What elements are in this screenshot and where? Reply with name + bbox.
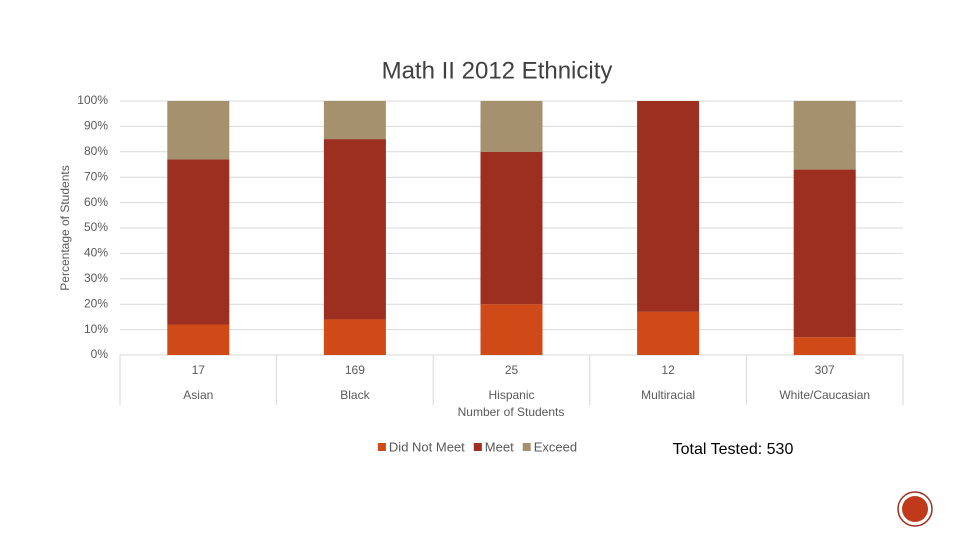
y-tick-label: 50% bbox=[84, 220, 108, 234]
x-axis-label: Number of Students bbox=[458, 405, 565, 419]
x-tick-label: Multiracial bbox=[641, 388, 695, 402]
legend-label: Meet bbox=[485, 439, 514, 454]
annotation: Total Tested: 530 bbox=[673, 441, 794, 458]
page-badge bbox=[897, 491, 933, 527]
chart-title: Math II 2012 Ethnicity bbox=[382, 57, 613, 84]
student-count: 17 bbox=[192, 363, 206, 377]
y-tick-label: 20% bbox=[84, 296, 108, 310]
page-badge-inner bbox=[902, 496, 928, 522]
bar-segment bbox=[480, 151, 543, 305]
y-tick-label: 90% bbox=[84, 119, 108, 133]
bar-segment bbox=[793, 169, 856, 338]
legend-label: Did Not Meet bbox=[389, 439, 465, 454]
bar-segment bbox=[167, 101, 230, 160]
student-count: 25 bbox=[505, 363, 519, 377]
y-tick-label: 60% bbox=[84, 195, 108, 209]
y-tick-label: 100% bbox=[77, 93, 108, 107]
x-tick-label: White/Caucasian bbox=[779, 388, 870, 402]
bar-segment bbox=[480, 304, 543, 355]
legend-swatch bbox=[473, 443, 482, 451]
bar-segment bbox=[323, 139, 386, 320]
bar-segment bbox=[323, 319, 386, 355]
student-count: 169 bbox=[345, 363, 365, 377]
x-tick-label: Hispanic bbox=[488, 388, 534, 402]
y-axis-label: Percentage of Students bbox=[58, 165, 72, 290]
x-tick-label: Asian bbox=[183, 388, 213, 402]
y-tick-label: 30% bbox=[84, 271, 108, 285]
student-count: 307 bbox=[815, 363, 835, 377]
bar-segment bbox=[167, 324, 230, 355]
student-count: 12 bbox=[661, 363, 675, 377]
x-tick-label: Black bbox=[340, 388, 370, 402]
bar-segment bbox=[480, 101, 543, 152]
y-tick-label: 0% bbox=[91, 347, 109, 361]
bar-segment bbox=[793, 101, 856, 170]
bar-segment bbox=[637, 311, 700, 355]
legend-swatch bbox=[522, 443, 531, 451]
bar-segment bbox=[323, 101, 386, 140]
y-tick-label: 10% bbox=[84, 322, 108, 336]
y-tick-label: 70% bbox=[84, 169, 108, 183]
legend-label: Exceed bbox=[534, 439, 577, 454]
bar-segment bbox=[637, 101, 700, 312]
bar-segment bbox=[167, 159, 230, 325]
bar-segment bbox=[793, 337, 856, 355]
y-tick-label: 80% bbox=[84, 144, 108, 158]
legend-swatch bbox=[377, 443, 386, 451]
y-tick-label: 40% bbox=[84, 246, 108, 260]
